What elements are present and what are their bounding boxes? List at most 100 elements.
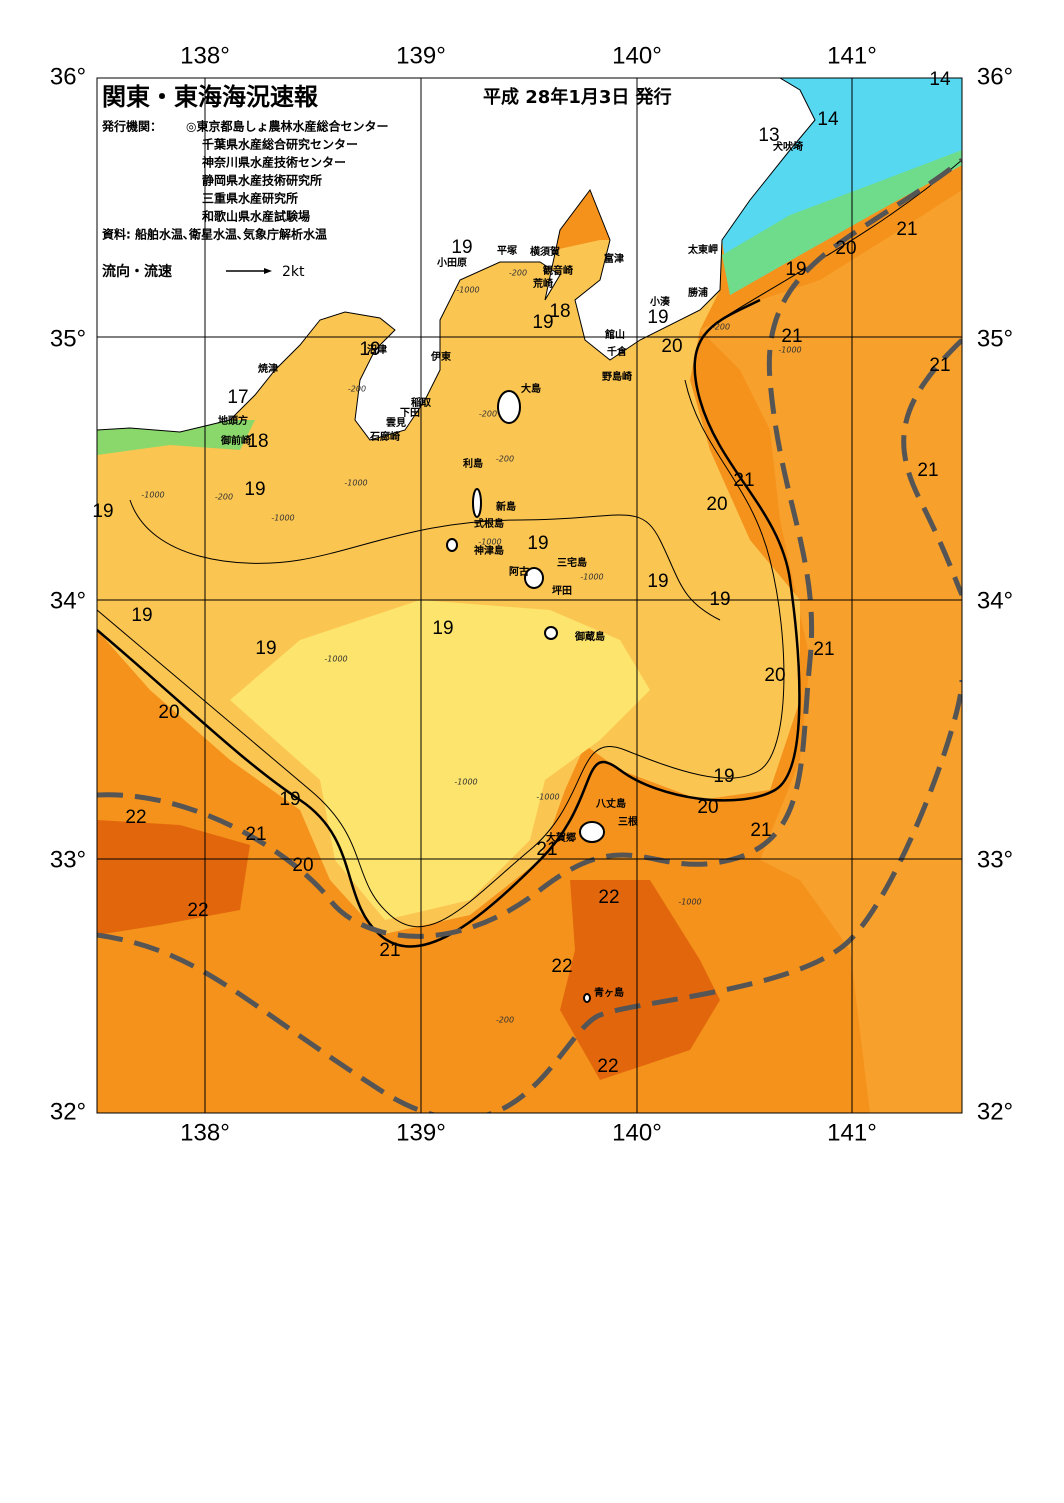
isotherm-label: 20 [158,702,179,723]
longitude-label: 141° [827,1119,877,1146]
depth-label: -1000 [580,573,603,582]
isotherm-label: 19 [709,589,730,610]
depth-label: -200 [712,323,730,332]
latitude-label: 34° [977,587,1013,614]
place-name: 焼津 [258,362,278,375]
depth-label: -1000 [141,491,164,500]
isotherm-label: 19 [279,789,300,810]
place-name: 石廊崎 [369,430,400,443]
place-name: 小湊 [649,295,671,308]
place-name: 横須賀 [530,245,560,258]
isotherm-label: 21 [733,470,754,491]
place-name: 観音崎 [543,264,573,277]
publisher: 三重県水産研究所 [202,191,298,206]
publisher: 和歌山県水産試験場 [201,209,310,224]
depth-label: -1000 [324,655,347,664]
land [97,78,816,441]
place-name: 伊東 [430,350,451,363]
latitude-label: 33° [977,846,1013,873]
cool-water [97,240,800,935]
place-name: 沼津 [367,343,387,356]
depth-label: -200 [496,1016,514,1025]
longitude-label: 141° [827,42,877,69]
warm-water [700,190,962,1113]
depth-labels: -200 -1000 -200 -1000 -200 -1000 -200 -200 -1000… [141,269,801,1025]
front-band [722,150,962,295]
publisher: ◎東京都島しょ農林水産総合センター [186,119,388,134]
place-name: 御前崎 [220,434,251,447]
place-name: 三宅島 [557,556,587,569]
legend-arrowhead [264,268,272,274]
isotherm-label: 20 [292,855,313,876]
latitude-label: 35° [977,325,1013,352]
depth-label: -1000 [478,538,501,547]
depth-label: -1000 [271,514,294,523]
place-name: 野島崎 [602,370,632,383]
legend-label: 流向・流速 [102,263,172,280]
isotherm-label: 13 [758,125,779,146]
depth-label: -1000 [678,898,701,907]
latitude-label: 32° [977,1098,1013,1125]
publisher: 静岡県水産技術研究所 [202,173,322,188]
isotherms [97,159,962,948]
island [446,538,458,552]
place-name: 利島 [463,457,483,470]
depth-label: -1000 [454,778,477,787]
isotherm-label: 22 [125,807,146,828]
isotherm-label: 20 [706,494,727,515]
isotherm-label: 21 [379,940,400,961]
place-name: 青ヶ島 [594,986,624,999]
place-name: 下田 [400,407,420,419]
isotherm [97,298,801,948]
depth-label: -1000 [778,346,801,355]
isotherm-label: 21 [917,460,938,481]
place-name: 神津島 [474,544,504,557]
place-name: 平塚 [497,244,517,257]
depth-label: -200 [479,410,497,419]
depth-label: -200 [215,493,233,502]
latitude-label: 36° [977,63,1013,90]
title: 関東・東海海況速報 [102,83,319,111]
depth-label: -200 [496,455,514,464]
isotherm-label: 20 [661,336,682,357]
place-name: 富津 [604,252,624,265]
island [583,993,591,1003]
isotherm-label: 19 [532,312,553,333]
place-name: 勝浦 [688,286,708,299]
isotherm-label: 19 [451,237,472,258]
longitude-label: 139° [396,1119,446,1146]
place-name: 館山 [604,328,625,341]
place-name: 三根 [618,815,638,828]
isotherm-label: 19 [647,571,668,592]
latitude-label: 36° [50,63,86,90]
isotherm-label: 19 [244,479,265,500]
data-sources: 資料: 船舶水温､衛星水温､気象庁解析水温 [102,227,327,242]
isotherm-label: 20 [697,797,718,818]
isotherm-label: 18 [247,431,268,452]
latitude-label: 33° [50,846,86,873]
isotherm-label: 19 [785,259,806,280]
isotherm-label: 21 [781,326,802,347]
isotherm-label: 21 [750,820,771,841]
place-name: 御蔵島 [574,630,605,643]
isotherm-label: 19 [432,618,453,639]
isotherm-label: 21 [929,355,950,376]
isotherm-label: 19 [359,339,380,360]
isotherm-label: 22 [597,1056,618,1077]
isotherm-label: 22 [598,887,619,908]
warm-core [560,880,720,1080]
isotherm-label: 21 [245,824,266,845]
isotherm-label: 19 [255,638,276,659]
current-axis [97,158,962,939]
longitude-label: 140° [612,1119,662,1146]
island [544,626,558,640]
longitude-label: 138° [180,1119,230,1146]
depth-label: -1000 [344,479,367,488]
place-name: 雲見 [386,417,406,429]
longitude-label: 139° [396,42,446,69]
graticule [97,78,962,1113]
publisher: 千葉県水産総合研究センター [202,137,358,152]
